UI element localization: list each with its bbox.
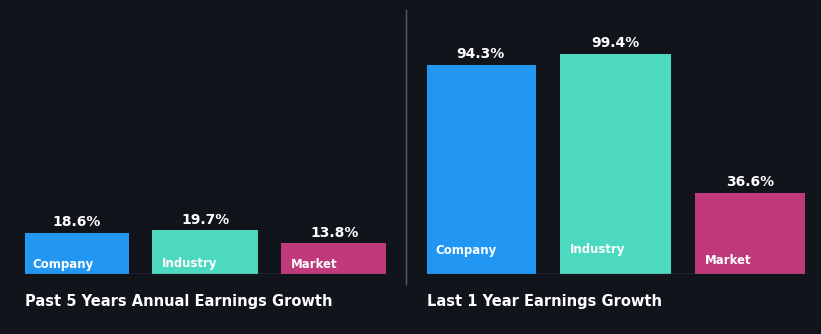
Bar xyxy=(425,65,536,274)
Bar xyxy=(23,233,129,274)
Bar xyxy=(561,53,671,274)
Text: Company: Company xyxy=(435,244,496,257)
Text: Past 5 Years Annual Earnings Growth: Past 5 Years Annual Earnings Growth xyxy=(25,294,333,309)
Text: Industry: Industry xyxy=(162,258,217,271)
Text: Last 1 Year Earnings Growth: Last 1 Year Earnings Growth xyxy=(427,294,662,309)
Text: Market: Market xyxy=(291,259,337,272)
Text: 19.7%: 19.7% xyxy=(181,212,229,226)
Text: 13.8%: 13.8% xyxy=(310,226,359,239)
Text: Market: Market xyxy=(704,255,751,268)
Bar xyxy=(282,243,388,274)
Bar xyxy=(153,230,258,274)
Text: Company: Company xyxy=(32,258,94,271)
Text: 94.3%: 94.3% xyxy=(456,47,505,61)
Text: Industry: Industry xyxy=(570,243,626,256)
Text: 18.6%: 18.6% xyxy=(52,215,100,229)
Bar xyxy=(695,193,806,274)
Text: 99.4%: 99.4% xyxy=(592,36,640,50)
Text: 36.6%: 36.6% xyxy=(727,175,775,189)
